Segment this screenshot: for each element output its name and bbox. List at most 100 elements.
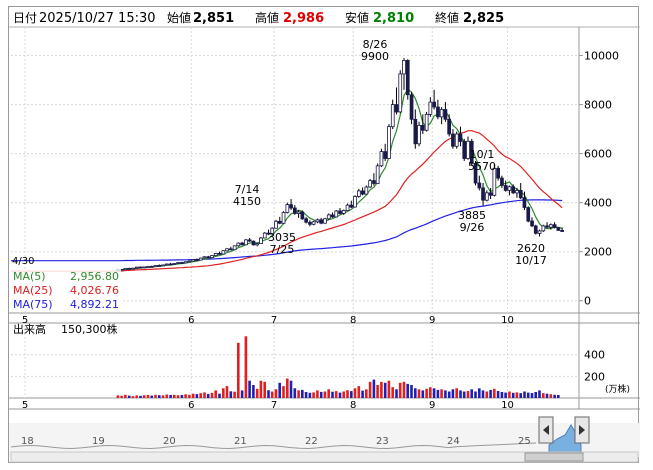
navigator-label: 23: [376, 436, 389, 447]
volume-bar: [338, 392, 342, 398]
candle-body: [292, 207, 297, 214]
navigator-label: 20: [163, 436, 176, 447]
month-label-volume: 8: [350, 400, 356, 411]
volume-bar: [158, 395, 161, 398]
navigator-label: 22: [305, 436, 318, 447]
legend-ma5-label: MA(5): [13, 270, 46, 283]
volume-bar: [429, 387, 432, 398]
candle-body: [142, 266, 147, 269]
candle-body: [180, 262, 184, 264]
candle-body: [259, 237, 263, 244]
volume-bar: [237, 342, 240, 399]
navigator-label: 24: [447, 436, 460, 447]
volume-bar: [493, 388, 496, 398]
volume-bar: [519, 393, 522, 398]
chart-frame: 日付 2025/10/27 15:30 始値 2,851 高値 2,986 安値 2,810 終…: [8, 6, 640, 463]
volume-bar: [293, 388, 297, 399]
volume-bar: [116, 395, 120, 398]
candle-body: [451, 133, 455, 147]
candle-body: [153, 264, 158, 267]
volume-unit: (万株): [605, 383, 630, 395]
candle-body: [149, 265, 154, 268]
volume-bar: [376, 385, 379, 398]
volume-bar: [267, 390, 270, 398]
candle-body: [353, 196, 357, 208]
annotation-bottom: 7/25: [270, 243, 295, 256]
volume-bar: [353, 388, 357, 399]
volume-bar: [455, 388, 458, 399]
candle-body: [176, 262, 180, 264]
volume-bar: [286, 378, 289, 398]
month-label-volume: 10: [501, 400, 514, 411]
volume-bar: [214, 390, 217, 398]
volume-bar: [500, 392, 504, 398]
volume-bar: [342, 391, 345, 398]
candle-body: [206, 256, 211, 259]
annotation-top: 10/1: [470, 148, 495, 161]
month-label-volume: 9: [429, 400, 435, 411]
navigator-label: 18: [21, 436, 34, 447]
volume-bar: [327, 389, 330, 398]
volume-bar: [206, 393, 210, 398]
candle-body: [372, 180, 376, 184]
candle-body: [481, 187, 485, 201]
volume-bar: [308, 392, 312, 398]
month-label-volume: 5: [22, 400, 28, 411]
low-label: 安値: [345, 10, 369, 25]
candle-body: [432, 101, 437, 108]
price-tick-label: 0: [584, 295, 591, 308]
candle-body: [161, 264, 165, 267]
candle-body: [507, 186, 512, 191]
candle-body: [232, 245, 237, 251]
volume-bar: [372, 379, 376, 398]
volume-bar: [188, 394, 191, 399]
volume-bar: [545, 393, 549, 398]
volume-bar: [278, 382, 281, 398]
candle-body: [244, 239, 248, 246]
candle-body: [191, 259, 195, 262]
annotation-bottom: 9/26: [460, 221, 485, 234]
candle-body: [202, 256, 207, 259]
volume-bar: [530, 393, 534, 398]
candle-body: [187, 260, 192, 263]
volume-bar: [534, 392, 537, 398]
volume-bar: [210, 392, 214, 398]
candle-body: [458, 133, 463, 142]
volume-bar: [127, 395, 131, 398]
volume-bar: [319, 391, 323, 398]
candle-body: [466, 140, 470, 159]
navigator-scrollbar[interactable]: [10, 451, 639, 463]
volume-bar: [255, 388, 259, 398]
volume-bar: [154, 394, 157, 399]
candle-body: [368, 180, 373, 188]
volume-bar: [161, 395, 165, 398]
volume-bar: [203, 392, 206, 398]
candle-body: [168, 263, 173, 266]
volume-bar: [489, 389, 492, 398]
price-tick-label: 10000: [584, 50, 619, 63]
candle-body: [281, 212, 286, 224]
candle-body: [511, 186, 516, 194]
volume-bar: [410, 385, 413, 398]
navigator-scroll-thumb[interactable]: [524, 452, 584, 462]
candle-body: [198, 257, 203, 261]
volume-bar: [398, 382, 402, 398]
volume-bar: [229, 391, 233, 398]
legend-ma75-label: MA(75): [13, 298, 53, 311]
volume-bar: [199, 393, 202, 398]
month-label: 5: [22, 315, 28, 326]
volume-bar: [496, 391, 500, 398]
volume-bar: [173, 394, 176, 399]
candle-body: [439, 109, 444, 118]
candle-body: [345, 204, 350, 211]
legend-ma25-label: MA(25): [13, 284, 53, 297]
volume-bar: [252, 385, 255, 398]
open-value: 2,851: [193, 11, 234, 26]
candle-body: [360, 190, 365, 195]
volume-bar: [421, 390, 425, 398]
volume-bar: [417, 389, 421, 398]
candle-body: [413, 118, 418, 145]
candle-body: [195, 259, 199, 261]
volume-bar: [361, 390, 364, 398]
ma25-line: [11, 130, 563, 272]
